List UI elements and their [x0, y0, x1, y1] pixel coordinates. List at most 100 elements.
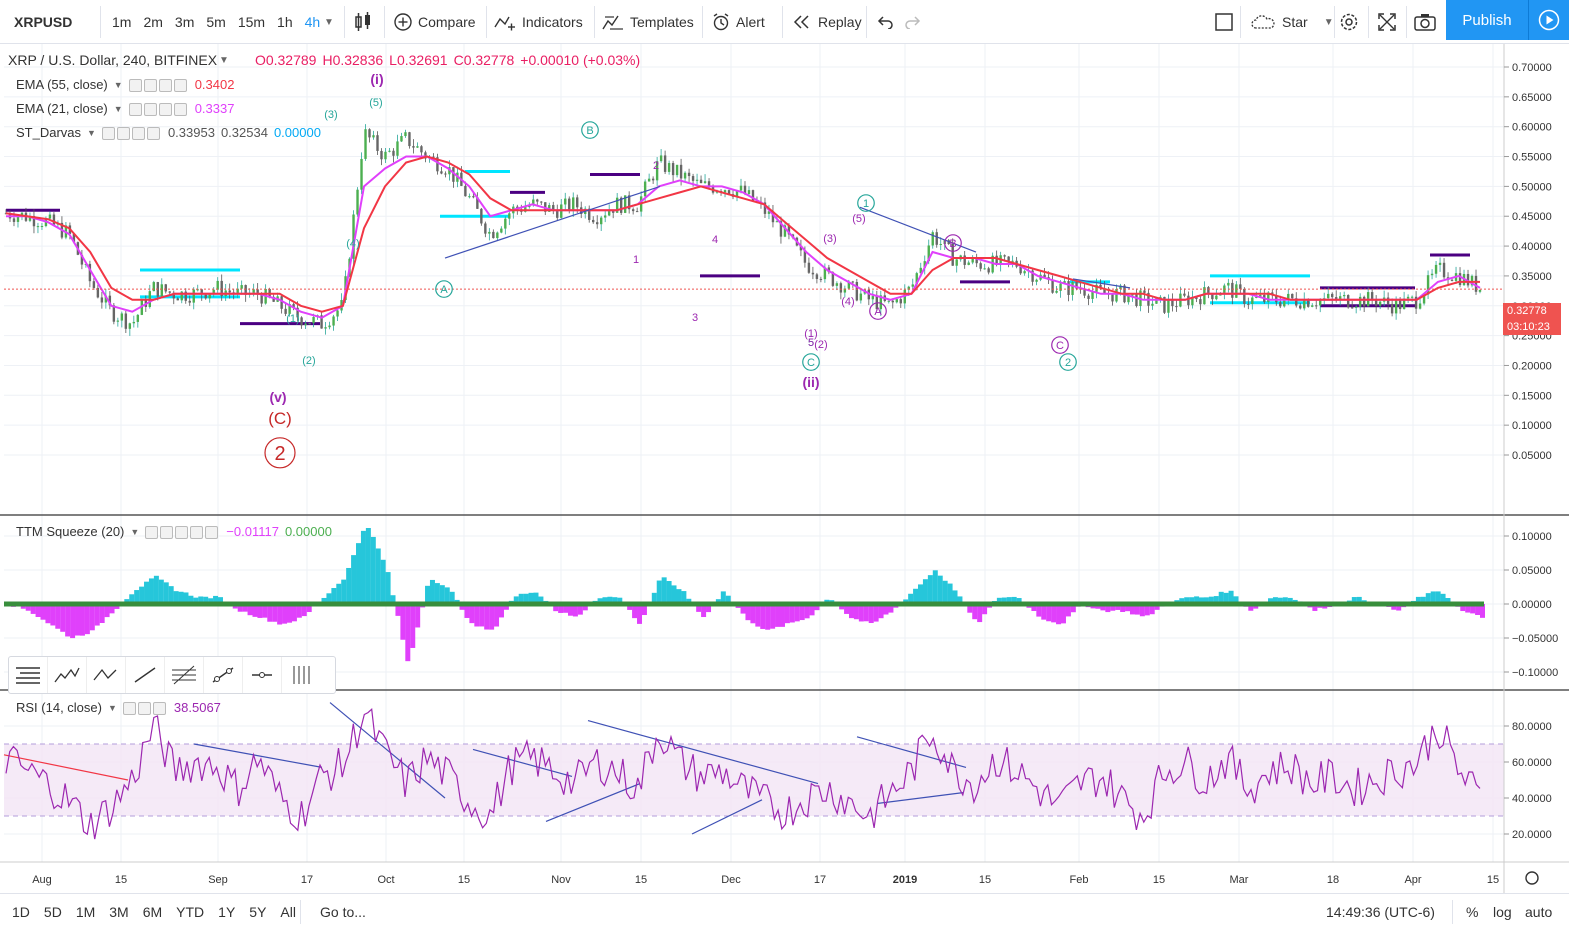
candle-body: [971, 259, 973, 263]
candle-body: [1199, 299, 1201, 304]
star-label: Star: [1282, 14, 1308, 30]
range-ytd[interactable]: YTD: [176, 904, 204, 920]
candle-body: [1035, 280, 1037, 282]
candle-body: [356, 190, 358, 215]
candle-body: [1151, 304, 1153, 306]
interval-3m[interactable]: 3m: [169, 14, 200, 30]
range-6m[interactable]: 6M: [143, 904, 162, 920]
percent-toggle[interactable]: %: [1466, 894, 1478, 930]
candle-body: [892, 301, 894, 303]
candle-body: [564, 199, 566, 205]
chevron-down-icon[interactable]: ▼: [114, 104, 123, 114]
ttm-bar: [672, 585, 677, 604]
log-toggle[interactable]: log: [1493, 894, 1512, 930]
legend-controls[interactable]: [129, 77, 189, 92]
settings-button[interactable]: [1339, 0, 1359, 44]
chevron-down-icon[interactable]: ▼: [219, 55, 229, 66]
ema21-label[interactable]: EMA (21, close): [16, 101, 108, 116]
candle-body: [836, 283, 838, 286]
interval-1m[interactable]: 1m: [106, 14, 137, 30]
drag-handle-button[interactable]: [9, 657, 48, 693]
interval-4h[interactable]: 4h: [299, 14, 327, 30]
fullscreen-toggle-button[interactable]: [1214, 0, 1234, 44]
candle-body: [380, 151, 382, 159]
goto-button[interactable]: Go to...: [320, 894, 366, 930]
chevron-down-icon[interactable]: ▼: [114, 80, 123, 90]
ttm-label[interactable]: TTM Squeeze (20): [16, 524, 124, 539]
range-all[interactable]: All: [280, 904, 296, 920]
publish-button[interactable]: Publish: [1446, 0, 1528, 40]
ttm-bar: [381, 560, 386, 604]
candle-body: [1363, 297, 1365, 307]
candle-body: [840, 283, 842, 292]
elliott-correction-tool[interactable]: [87, 657, 126, 693]
elliott-impulse-tool[interactable]: [48, 657, 87, 693]
wave-label: (3): [324, 109, 337, 121]
ttm-bar: [336, 584, 341, 604]
candle-body: [488, 232, 490, 234]
legend-controls[interactable]: [102, 125, 162, 140]
replay-button[interactable]: Replay: [792, 0, 862, 44]
gear-icon[interactable]: [1526, 872, 1538, 884]
chart-canvas[interactable]: (i)(ii)(v)(C)2(5)(3)(4)(1)(2)5ABC1221345…: [0, 44, 1569, 893]
ttm-bar: [918, 584, 923, 604]
candle-body: [660, 155, 662, 161]
candle-body: [1351, 307, 1353, 308]
ttm-bar: [1056, 604, 1061, 624]
undo-button[interactable]: [876, 0, 894, 44]
range-5y[interactable]: 5Y: [249, 904, 266, 920]
candle-body: [1227, 283, 1229, 286]
legend-controls[interactable]: [123, 700, 168, 715]
price-tick-label: 0.40000: [1512, 241, 1552, 253]
ttm-bar: [154, 576, 159, 604]
trend-line-tool[interactable]: [126, 657, 165, 693]
horizontal-ray-tool[interactable]: [243, 657, 282, 693]
candle-body: [1355, 307, 1357, 308]
interval-15m[interactable]: 15m: [232, 14, 271, 30]
vertical-lines-tool[interactable]: [282, 657, 321, 693]
chevron-down-icon[interactable]: ▼: [130, 527, 139, 537]
compare-button[interactable]: Compare: [394, 0, 476, 44]
alert-button[interactable]: Alert: [712, 0, 765, 44]
range-5d[interactable]: 5D: [44, 904, 62, 920]
candle-style-button[interactable]: [352, 0, 374, 44]
interval-1h[interactable]: 1h: [271, 14, 299, 30]
symbol-search[interactable]: XRPUSD: [14, 0, 72, 44]
redo-button[interactable]: [904, 0, 922, 44]
ttm-bar: [351, 555, 356, 604]
star-button[interactable]: Star ▼: [1250, 0, 1334, 44]
interval-5m[interactable]: 5m: [200, 14, 231, 30]
symbol-title[interactable]: XRP / U.S. Dollar, 240, BITFINEX: [8, 52, 217, 68]
chevron-down-icon[interactable]: ▼: [108, 703, 117, 713]
chevron-down-icon[interactable]: ▼: [324, 0, 334, 44]
square-icon: [1214, 12, 1234, 32]
snapshot-button[interactable]: [1414, 0, 1436, 44]
range-1y[interactable]: 1Y: [218, 904, 235, 920]
price-tick-label: 0.20000: [1512, 360, 1552, 372]
interval-2m[interactable]: 2m: [137, 14, 168, 30]
legend-controls[interactable]: [145, 524, 220, 539]
ema55-label[interactable]: EMA (55, close): [16, 77, 108, 92]
fib-tool[interactable]: [165, 657, 204, 693]
range-3m[interactable]: 3M: [109, 904, 128, 920]
range-1d[interactable]: 1D: [12, 904, 30, 920]
templates-button[interactable]: Templates: [602, 0, 694, 44]
candle-body: [117, 321, 119, 322]
auto-toggle[interactable]: auto: [1525, 894, 1552, 930]
wave-label: 4: [712, 234, 718, 246]
cloud-icon: [1250, 14, 1276, 30]
clock: 14:49:36 (UTC-6): [1326, 894, 1435, 930]
rsi-label[interactable]: RSI (14, close): [16, 700, 102, 715]
legend-controls[interactable]: [129, 101, 189, 116]
ray-tool[interactable]: [204, 657, 243, 693]
play-button[interactable]: [1528, 0, 1569, 40]
candle-body: [956, 259, 958, 265]
rsi-legend: RSI (14, close) ▼ 38.5067: [16, 700, 221, 715]
indicators-button[interactable]: Indicators: [494, 0, 583, 44]
expand-button[interactable]: [1378, 0, 1396, 44]
chevron-down-icon[interactable]: ▼: [87, 128, 96, 138]
darvas-label[interactable]: ST_Darvas: [16, 125, 81, 140]
candle-body: [644, 182, 646, 197]
range-1m[interactable]: 1M: [76, 904, 95, 920]
ttm-bar: [657, 581, 662, 604]
